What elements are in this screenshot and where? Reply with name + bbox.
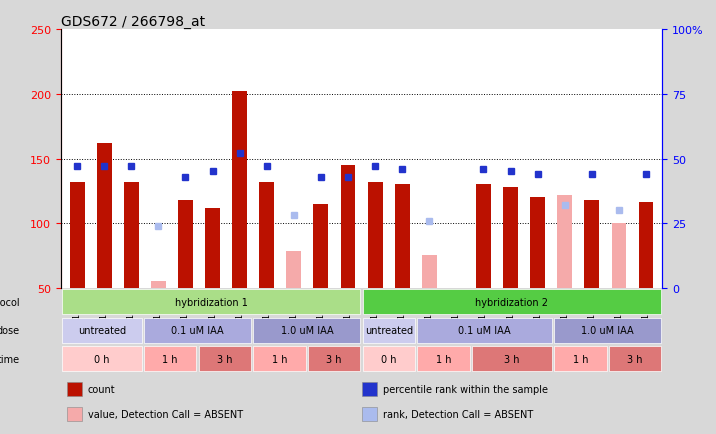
Text: 1 h: 1 h <box>163 354 178 364</box>
Text: GDS672 / 266798_at: GDS672 / 266798_at <box>61 15 205 30</box>
Text: 1.0 uM IAA: 1.0 uM IAA <box>281 326 333 335</box>
Bar <box>503 187 518 288</box>
Text: 1 h: 1 h <box>436 354 451 364</box>
Bar <box>368 182 382 288</box>
Text: 0 h: 0 h <box>381 354 397 364</box>
Bar <box>178 201 193 288</box>
Bar <box>417 318 552 343</box>
Text: 3 h: 3 h <box>326 354 342 364</box>
Bar <box>253 346 306 372</box>
Bar <box>205 208 220 288</box>
Bar <box>395 185 410 288</box>
Text: rank, Detection Call = ABSENT: rank, Detection Call = ABSENT <box>382 409 533 419</box>
Bar <box>611 224 626 288</box>
Bar <box>151 282 166 288</box>
Bar <box>67 407 82 421</box>
Bar <box>363 346 415 372</box>
Text: 0 h: 0 h <box>94 354 110 364</box>
Bar <box>144 346 196 372</box>
Text: untreated: untreated <box>365 326 413 335</box>
Text: 1 h: 1 h <box>272 354 287 364</box>
Bar <box>417 346 470 372</box>
Text: 0.1 uM IAA: 0.1 uM IAA <box>171 326 224 335</box>
Bar <box>554 318 661 343</box>
Bar <box>97 144 112 288</box>
Bar <box>67 382 82 396</box>
Text: hybridization 1: hybridization 1 <box>175 297 248 307</box>
Bar <box>198 346 251 372</box>
Text: untreated: untreated <box>78 326 126 335</box>
Bar <box>363 318 415 343</box>
Text: percentile rank within the sample: percentile rank within the sample <box>382 384 548 394</box>
Text: 3 h: 3 h <box>627 354 643 364</box>
Bar <box>476 185 491 288</box>
Bar <box>472 346 552 372</box>
Bar <box>69 182 84 288</box>
Text: time: time <box>0 354 20 364</box>
Bar <box>308 346 360 372</box>
Bar <box>62 346 142 372</box>
Text: dose: dose <box>0 326 20 335</box>
Text: 1 h: 1 h <box>573 354 588 364</box>
Bar <box>363 289 661 315</box>
Bar <box>341 166 355 288</box>
Text: value, Detection Call = ABSENT: value, Detection Call = ABSENT <box>88 409 243 419</box>
Bar <box>314 204 329 288</box>
Text: 3 h: 3 h <box>504 354 520 364</box>
Bar <box>62 289 360 315</box>
Bar <box>286 252 301 288</box>
Bar <box>232 92 247 288</box>
Text: hybridization 2: hybridization 2 <box>475 297 548 307</box>
Text: protocol: protocol <box>0 297 20 307</box>
Bar <box>253 318 360 343</box>
Bar <box>362 382 377 396</box>
Text: 1.0 uM IAA: 1.0 uM IAA <box>581 326 634 335</box>
Bar <box>259 182 274 288</box>
Bar <box>422 256 437 288</box>
Text: count: count <box>88 384 115 394</box>
Bar <box>362 407 377 421</box>
Text: 0.1 uM IAA: 0.1 uM IAA <box>458 326 511 335</box>
Bar <box>62 318 142 343</box>
Bar <box>531 198 545 288</box>
Bar <box>554 346 606 372</box>
Bar <box>584 201 599 288</box>
Bar <box>144 318 251 343</box>
Text: 3 h: 3 h <box>217 354 233 364</box>
Bar <box>609 346 661 372</box>
Bar <box>557 195 572 288</box>
Bar <box>639 203 654 288</box>
Bar <box>124 182 139 288</box>
